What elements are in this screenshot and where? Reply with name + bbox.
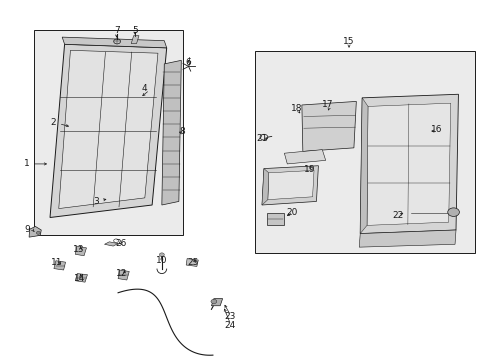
Circle shape [447, 208, 458, 216]
Polygon shape [359, 230, 455, 247]
Polygon shape [162, 60, 181, 205]
Bar [255, 51, 474, 253]
Text: 3: 3 [93, 197, 99, 206]
Text: 18: 18 [290, 104, 302, 113]
Text: 2: 2 [50, 118, 56, 127]
Text: 4: 4 [142, 84, 147, 93]
Text: 16: 16 [430, 126, 442, 135]
Text: 8: 8 [180, 127, 185, 136]
Circle shape [210, 299, 216, 303]
Polygon shape [262, 168, 268, 205]
Polygon shape [266, 213, 284, 225]
Polygon shape [75, 246, 86, 256]
Text: 25: 25 [187, 258, 199, 267]
Text: 19: 19 [304, 165, 315, 174]
Polygon shape [118, 270, 129, 280]
Text: 7: 7 [114, 26, 119, 35]
Text: 21: 21 [256, 134, 267, 143]
Polygon shape [29, 226, 41, 237]
Polygon shape [211, 298, 222, 306]
Bar [34, 30, 183, 235]
Polygon shape [360, 98, 367, 234]
Text: 13: 13 [73, 245, 85, 254]
Text: 15: 15 [343, 37, 354, 46]
Text: 23: 23 [224, 312, 235, 321]
Polygon shape [284, 150, 325, 164]
Text: 1: 1 [24, 159, 29, 168]
Text: 26: 26 [116, 239, 127, 248]
Polygon shape [360, 94, 458, 234]
Text: 5: 5 [132, 26, 138, 35]
Polygon shape [54, 261, 65, 270]
Text: 22: 22 [392, 211, 403, 220]
Polygon shape [75, 274, 87, 282]
Polygon shape [262, 166, 318, 205]
Text: 11: 11 [50, 258, 62, 267]
Polygon shape [267, 170, 313, 200]
Text: 20: 20 [286, 208, 297, 217]
Polygon shape [59, 50, 158, 208]
Polygon shape [301, 102, 356, 152]
Polygon shape [50, 44, 166, 217]
Text: 6: 6 [185, 58, 191, 67]
Polygon shape [62, 37, 166, 48]
Text: 14: 14 [73, 274, 85, 283]
Polygon shape [186, 258, 198, 266]
Text: 17: 17 [322, 100, 333, 109]
Polygon shape [131, 36, 139, 44]
Polygon shape [104, 242, 118, 246]
Text: 12: 12 [116, 269, 127, 278]
Circle shape [36, 231, 40, 234]
Text: 10: 10 [156, 256, 167, 265]
Text: 9: 9 [24, 225, 30, 234]
Circle shape [159, 253, 164, 256]
Text: 24: 24 [224, 321, 235, 330]
Polygon shape [366, 103, 450, 225]
